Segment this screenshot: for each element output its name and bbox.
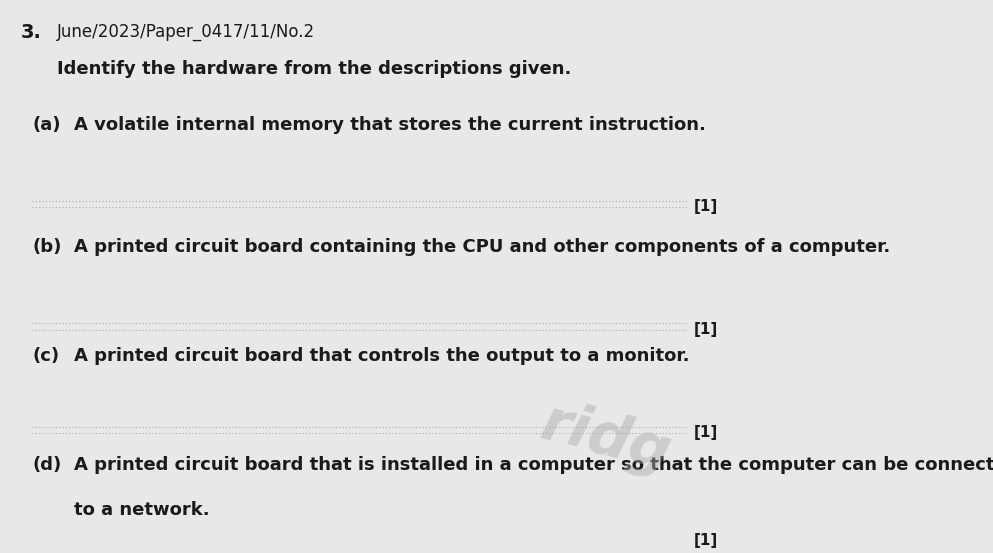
Text: to a network.: to a network. bbox=[74, 502, 210, 519]
Text: (d): (d) bbox=[32, 456, 62, 474]
Text: A printed circuit board containing the CPU and other components of a computer.: A printed circuit board containing the C… bbox=[74, 238, 891, 256]
Text: (a): (a) bbox=[32, 116, 61, 134]
Text: June/2023/Paper_0417/11/No.2: June/2023/Paper_0417/11/No.2 bbox=[58, 23, 315, 41]
Text: A printed circuit board that controls the output to a monitor.: A printed circuit board that controls th… bbox=[74, 347, 689, 365]
Text: Identify the hardware from the descriptions given.: Identify the hardware from the descripti… bbox=[58, 60, 572, 78]
Text: ridg: ridg bbox=[534, 394, 676, 483]
Text: A volatile internal memory that stores the current instruction.: A volatile internal memory that stores t… bbox=[74, 116, 706, 134]
Text: [1]: [1] bbox=[694, 533, 719, 549]
Text: [1]: [1] bbox=[694, 199, 719, 215]
Text: A printed circuit board that is installed in a computer so that the computer can: A printed circuit board that is installe… bbox=[74, 456, 993, 474]
Text: (c): (c) bbox=[32, 347, 60, 365]
Text: [1]: [1] bbox=[694, 322, 719, 337]
Text: (b): (b) bbox=[32, 238, 62, 256]
Text: 3.: 3. bbox=[20, 23, 42, 42]
Text: [1]: [1] bbox=[694, 425, 719, 440]
